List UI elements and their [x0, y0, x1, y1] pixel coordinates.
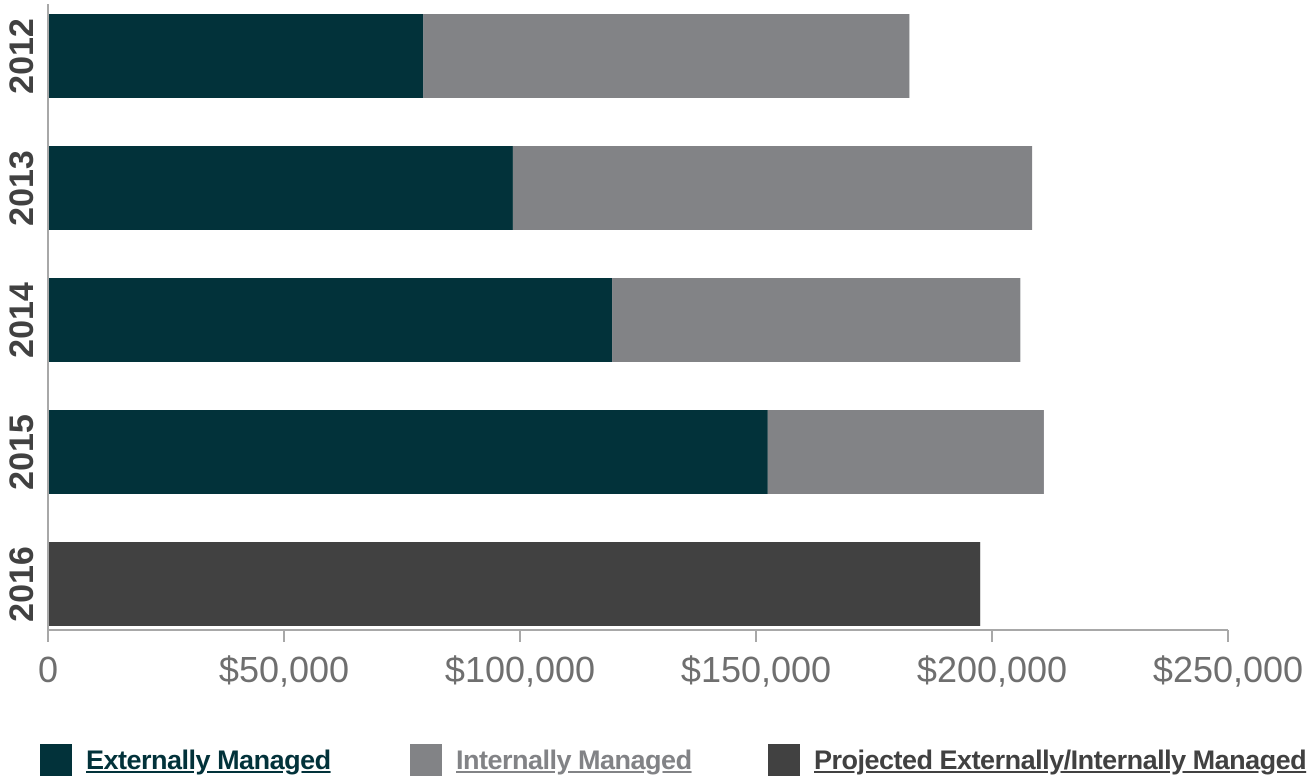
chart: 2012 2013 2014 2015 2016 0 $50,000 $100,000 $15…	[3, 4, 1303, 690]
bar-2012-externally-managed	[48, 14, 424, 98]
category-label-2013: 2013	[3, 150, 41, 226]
bar-2013-externally-managed	[48, 146, 513, 230]
bars-group	[48, 14, 1044, 626]
legend-item-externally-managed: Externally Managed	[40, 744, 331, 776]
bar-2013-internally-managed	[512, 146, 1033, 230]
x-tick-label: $100,000	[445, 649, 595, 690]
legend-label-projected: Projected Externally/Internally Managed	[814, 744, 1307, 775]
bar-2012-internally-managed	[423, 14, 910, 98]
x-tick-label: $250,000	[1153, 649, 1303, 690]
category-label-2014: 2014	[3, 282, 41, 358]
x-tick-label: $150,000	[681, 649, 831, 690]
bar-2014-externally-managed	[48, 278, 613, 362]
bar-2015-externally-managed	[48, 410, 768, 494]
category-label-2015: 2015	[3, 414, 41, 490]
legend-item-projected: Projected Externally/Internally Managed	[768, 744, 1307, 776]
legend: Externally Managed Internally Managed Pr…	[0, 734, 1313, 779]
legend-label-externally-managed: Externally Managed	[86, 744, 331, 775]
category-labels: 2012 2013 2014 2015 2016	[3, 18, 41, 622]
legend-label-internally-managed: Internally Managed	[456, 744, 692, 775]
bar-2015-internally-managed	[767, 410, 1044, 494]
x-tick-label: 0	[38, 649, 58, 690]
x-axis: 0 $50,000 $100,000 $150,000 $200,000 $250,000	[38, 4, 1303, 690]
category-label-2016: 2016	[3, 546, 41, 622]
x-tick-label: $50,000	[219, 649, 349, 690]
legend-item-internally-managed: Internally Managed	[410, 744, 692, 776]
category-label-2012: 2012	[3, 18, 41, 94]
legend-swatch-externally-managed	[40, 744, 72, 776]
bar-2016-projected-externally-internally-managed	[48, 542, 981, 626]
x-tick-label: $200,000	[917, 649, 1067, 690]
legend-swatch-internally-managed	[410, 744, 442, 776]
bar-2014-internally-managed	[612, 278, 1021, 362]
legend-swatch-projected	[768, 744, 800, 776]
